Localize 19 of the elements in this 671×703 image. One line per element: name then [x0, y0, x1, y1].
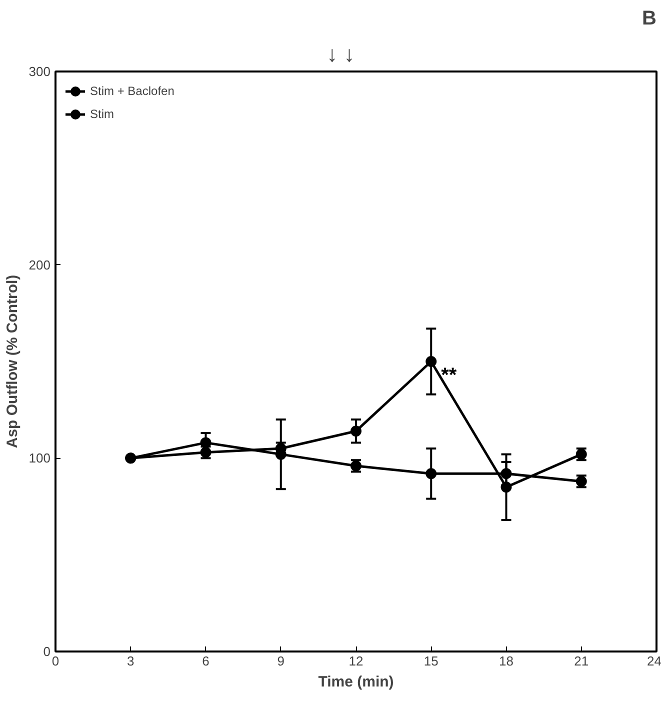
x-tick-label: 15 — [424, 654, 438, 668]
y-tick-label: 0 — [43, 644, 51, 659]
y-tick-label: 100 — [28, 450, 51, 466]
legend-label: Stim — [90, 107, 114, 121]
y-tick-label: 200 — [28, 257, 51, 272]
x-tick-label: 21 — [574, 654, 589, 668]
data-label: ** — [441, 364, 457, 386]
x-tick-label: 9 — [277, 654, 284, 668]
y-tick-label: 300 — [28, 64, 51, 79]
x-tick-label: 18 — [499, 654, 514, 668]
x-tick-label: 12 — [348, 654, 364, 668]
chart-title: B — [642, 8, 657, 30]
x-tick-label: 24 — [647, 654, 662, 668]
text: ↓ ↓ — [326, 42, 355, 66]
x-tick-label: 6 — [202, 654, 210, 668]
legend-label: Stim + Baclofen — [90, 84, 174, 98]
x-axis-title: Time (min) — [318, 674, 394, 690]
x-tick-label: 3 — [127, 654, 134, 668]
y-axis-title: Asp Outflow (% Control) — [4, 274, 21, 448]
